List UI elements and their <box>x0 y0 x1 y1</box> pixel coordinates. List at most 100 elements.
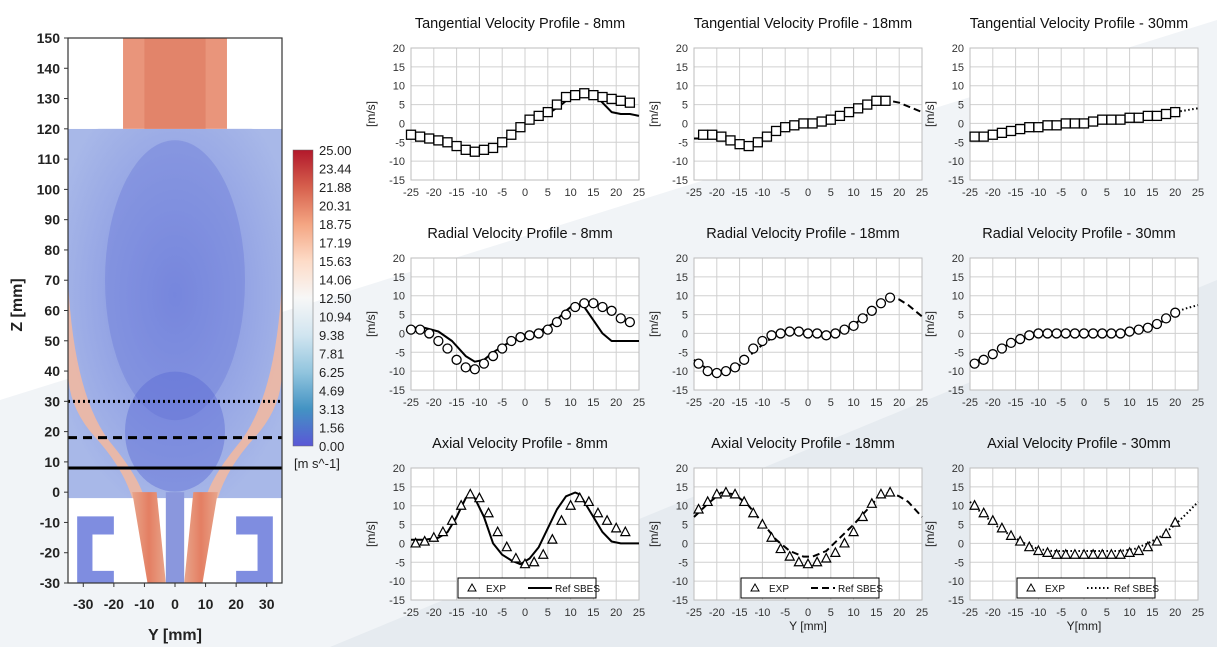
ytick-label: 5 <box>682 310 688 322</box>
ytick-label: 15 <box>952 272 964 284</box>
chart-title: Tangential Velocity Profile - 30mm <box>970 16 1188 32</box>
data-point-circle <box>597 301 608 313</box>
xtick-label: 0 <box>1081 397 1087 409</box>
legend: EXP Ref SBES <box>740 577 883 599</box>
chart-1: Tangential Velocity Profile - 8mm 20 15 10 5… <box>364 16 645 199</box>
xtick-label: 5 <box>828 607 834 619</box>
data-point-triangle <box>848 525 860 537</box>
xtick-label: 10 <box>847 187 859 199</box>
xtick-label: -15 <box>732 397 748 409</box>
data-point-circle <box>857 313 868 324</box>
xtick-label: 0 <box>522 187 528 199</box>
data-point-circle <box>1097 328 1108 339</box>
data-point-triangle <box>592 506 604 518</box>
xtick-label: -10 <box>1030 607 1046 619</box>
data-point-triangle <box>473 491 485 503</box>
plot-frame <box>410 257 640 391</box>
ytick-label: 15 <box>393 62 405 74</box>
chart-ylabel: [m/s] <box>923 311 937 337</box>
ytick-label: 15 <box>393 272 405 284</box>
data-point-circle <box>1160 313 1172 324</box>
ytick-label: -10 <box>948 366 964 378</box>
xtick-label: -25 <box>962 607 978 619</box>
xtick-label: -10 <box>471 187 487 199</box>
ytick-label: -10 <box>948 156 964 168</box>
xtick-label: 25 <box>1192 397 1204 409</box>
exhaust-wall-right <box>242 38 282 129</box>
ytick-label: -10 <box>389 156 405 168</box>
ytick-label: 15 <box>676 272 688 284</box>
contour-ytick-label: 30 <box>44 393 60 409</box>
xtick-label: 25 <box>633 187 645 199</box>
data-point-circle <box>1060 328 1071 339</box>
data-point-circle <box>720 365 732 377</box>
colorbar-label: 9.38 <box>319 328 344 343</box>
data-point-square <box>1015 123 1026 135</box>
chart-title: Axial Velocity Profile - 8mm <box>432 436 608 452</box>
chart-6: Radial Velocity Profile - 30mm 20 15 10 5 0 -5… <box>923 226 1204 409</box>
xtick-label: -20 <box>709 607 725 619</box>
data-point-square <box>1069 118 1081 129</box>
contour-ytick-label: 80 <box>44 242 60 258</box>
data-point-triangle <box>1087 548 1099 559</box>
data-point-circle <box>515 332 526 343</box>
chart-title: Radial Velocity Profile - 18mm <box>706 226 899 242</box>
contour-ytick-label: 90 <box>44 212 60 228</box>
data-point-circle <box>533 328 544 339</box>
data-point-square <box>506 129 517 140</box>
xtick-label: 20 <box>610 607 622 619</box>
ytick-label: -5 <box>954 347 964 359</box>
xtick-label: -5 <box>497 187 507 199</box>
ytick-label: 10 <box>952 501 964 513</box>
swirl-jet-right <box>205 280 282 499</box>
xtick-label: 0 <box>1081 187 1087 199</box>
legend-box <box>457 577 597 599</box>
ytick-label: 5 <box>682 100 688 112</box>
data-point-circle <box>487 350 499 362</box>
data-point-square <box>414 131 426 142</box>
center-passage <box>165 492 185 583</box>
data-point-square <box>816 116 827 127</box>
data-point-triangle <box>756 518 768 529</box>
data-point-triangle <box>546 533 558 544</box>
ytick-label: -5 <box>678 347 688 359</box>
chart-title: Radial Velocity Profile - 8mm <box>427 226 612 242</box>
data-point-circle <box>524 330 535 341</box>
ytick-label: 15 <box>676 482 688 494</box>
xtick-label: 25 <box>1192 187 1204 199</box>
data-point-circle <box>405 324 417 335</box>
data-point-circle <box>433 335 444 347</box>
xtick-label: -5 <box>1056 187 1066 199</box>
contour-ytick-label: 20 <box>44 424 60 440</box>
data-point-square <box>606 93 617 105</box>
lower-core <box>125 371 225 492</box>
data-point-square <box>834 110 846 122</box>
xtick-label: -25 <box>403 607 419 619</box>
xtick-label: -25 <box>403 187 419 199</box>
data-point-square <box>1160 108 1172 120</box>
data-point-triangle <box>875 488 887 499</box>
colorbar-unit: [m s^-1] <box>294 456 340 471</box>
chart-3: Tangential Velocity Profile - 30mm 20 15 10… <box>923 16 1204 199</box>
xtick-label: -10 <box>471 607 487 619</box>
xtick-label: 25 <box>916 607 928 619</box>
colorbar-label: 12.50 <box>319 291 352 306</box>
xtick-label: 25 <box>633 607 645 619</box>
ytick-label: 10 <box>676 291 688 303</box>
ytick-label: 20 <box>676 253 688 265</box>
legend-box <box>740 577 880 599</box>
data-point-triangle <box>610 522 622 533</box>
xtick-label: 5 <box>545 397 551 409</box>
data-point-square <box>996 127 1008 139</box>
data-point-circle <box>1142 322 1153 333</box>
data-point-triangle <box>519 557 531 569</box>
ytick-label: -5 <box>954 557 964 569</box>
xtick-label: -20 <box>426 397 442 409</box>
data-point-square <box>1060 118 1071 129</box>
ytick-label: 5 <box>682 520 688 532</box>
ytick-label: -15 <box>672 385 688 397</box>
xtick-label: -20 <box>985 187 1001 199</box>
colorbar-label: 4.69 <box>319 384 344 399</box>
data-point-circle <box>784 326 795 337</box>
